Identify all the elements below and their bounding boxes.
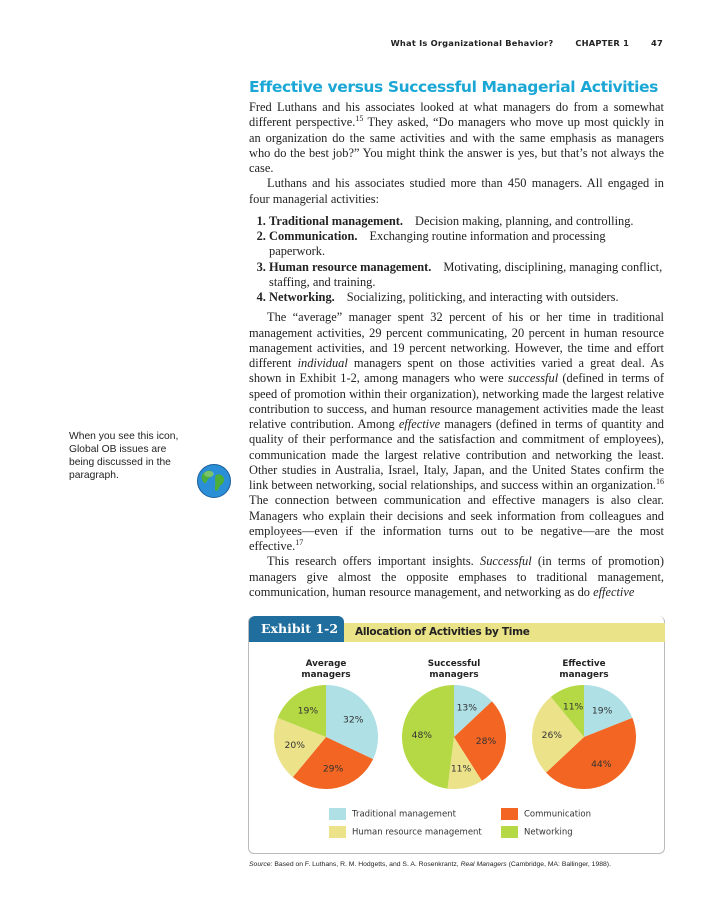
text: They asked, “Do managers who move up mos… [249,115,664,175]
section-heading: Effective versus Successful Managerial A… [249,78,658,96]
activity-list: Traditional management. Decision making, … [249,214,664,306]
text: (defined in terms of speed of promotion … [249,371,664,431]
pie-slice [532,696,584,773]
text: (in terms of promotion) managers give al… [249,554,664,599]
pie-slice [550,685,584,737]
pie-data-label: 13% [457,702,478,713]
footnote-ref[interactable]: 17 [295,537,304,547]
pie-data-label: 44% [591,759,612,770]
pie-slice [454,685,492,737]
legend-label: Traditional management [352,809,456,820]
pie-slice [277,685,326,737]
list-desc: Decision making, planning, and controlli… [415,213,634,228]
emphasis: effective [593,584,635,599]
pie-data-label: 26% [542,730,563,741]
list-term: Human resource management. [269,259,432,274]
pie-data-label: 32% [343,715,364,726]
list-item: Human resource management.Motivating, di… [269,260,664,291]
pie-title: Effective [562,659,605,669]
emphasis: successful [507,371,559,386]
paragraph-4: This research offers important insights.… [249,554,664,600]
text: Fred Luthans and his associates looked a… [249,100,664,130]
legend-item-networking: Networking [501,826,573,838]
list-term: Traditional management. [269,213,403,228]
pie-data-label: 19% [298,705,319,716]
pie-data-label: 11% [563,702,584,713]
text: managers spent on those activities varie… [249,356,665,386]
text: managers (defined in terms of quantity a… [249,417,664,492]
exhibit-label: Exhibit 1-2 [249,616,344,642]
exhibit-title: Allocation of Activities by Time [344,623,665,642]
pie-title: Average [306,659,347,669]
pie-slice [546,717,636,789]
pie-data-label: 48% [412,730,433,741]
legend-swatch [501,808,518,820]
text: Based on F. Luthans, R. M. Hodgetts, and… [272,861,461,868]
pie-slice [584,685,633,737]
margin-note: When you see this icon, Global OB issues… [69,431,179,481]
pie-title: managers [429,670,478,680]
legend-swatch [329,808,346,820]
pie-data-label: 11% [451,763,472,774]
legend-label: Networking [524,827,573,838]
pie-slice [447,737,482,789]
pie-title: Successful [428,659,481,669]
legend-label: Communication [524,809,591,820]
page-number: 47 [651,38,663,48]
body-text: Fred Luthans and his associates looked a… [249,100,664,600]
text: This research offers important insights. [267,554,481,569]
list-desc: Motivating, disciplining, managing confl… [269,259,663,289]
legend-swatch [329,826,346,838]
pie-data-label: 19% [592,705,613,716]
list-desc: Socializing, politicking, and interactin… [346,290,619,304]
text: (Cambridge, MA: Ballinger, 1988). [506,861,611,868]
book-title: Real Managers [460,861,507,868]
legend-swatch [501,826,518,838]
legend-item-hr: Human resource management [329,826,482,838]
globe-icon [197,464,231,498]
pie-slice [401,685,454,789]
exhibit-source: Source: Based on F. Luthans, R. M. Hodge… [249,861,611,868]
pie-charts: Averagemanagers32%29%20%19%Successfulman… [274,659,636,789]
footnote-ref[interactable]: 15 [355,114,364,124]
list-item: Traditional management. Decision making, … [269,214,664,229]
pie-data-label: 20% [285,740,306,751]
pie-slice [274,717,326,778]
pie-title: managers [301,670,350,680]
list-term: Communication. [269,229,358,243]
paragraph-1: Fred Luthans and his associates looked a… [249,100,664,176]
running-head: What Is Organizational Behavior? CHAPTER … [391,38,663,48]
emphasis: individual [297,356,348,370]
paragraph-3: The “average” manager spent 32 percent o… [249,310,664,554]
source-label: Source: [249,861,273,868]
list-item: Communication.Exchanging routine informa… [269,229,664,260]
running-head-title: What Is Organizational Behavior? [390,38,554,48]
legend-label: Human resource management [352,827,482,838]
paragraph-2: Luthans and his associates studied more … [249,176,664,206]
pie-slice [454,701,507,781]
pie-slice [292,737,374,789]
list-term: Networking. [269,290,335,304]
pie-data-label: 29% [323,763,344,774]
running-head-chapter: CHAPTER 1 [575,38,630,48]
text: The “average” manager spent 32 percent o… [249,310,664,370]
pie-title: managers [559,670,608,680]
emphasis: Successful [480,554,532,569]
emphasis: effective [398,417,441,431]
pie-data-label: 28% [476,736,497,747]
pie-slice [326,685,378,760]
legend-item-traditional: Traditional management [329,808,456,820]
exhibit-box: Allocation of Activities by Time Exhibit… [248,616,665,854]
footnote-ref[interactable]: 16 [656,476,664,486]
text: The connection between communication and… [249,493,664,553]
list-item: Networking. Socializing, politicking, and… [269,290,664,305]
list-desc: Exchanging routine information and proce… [269,229,606,259]
legend-item-communication: Communication [501,808,591,820]
